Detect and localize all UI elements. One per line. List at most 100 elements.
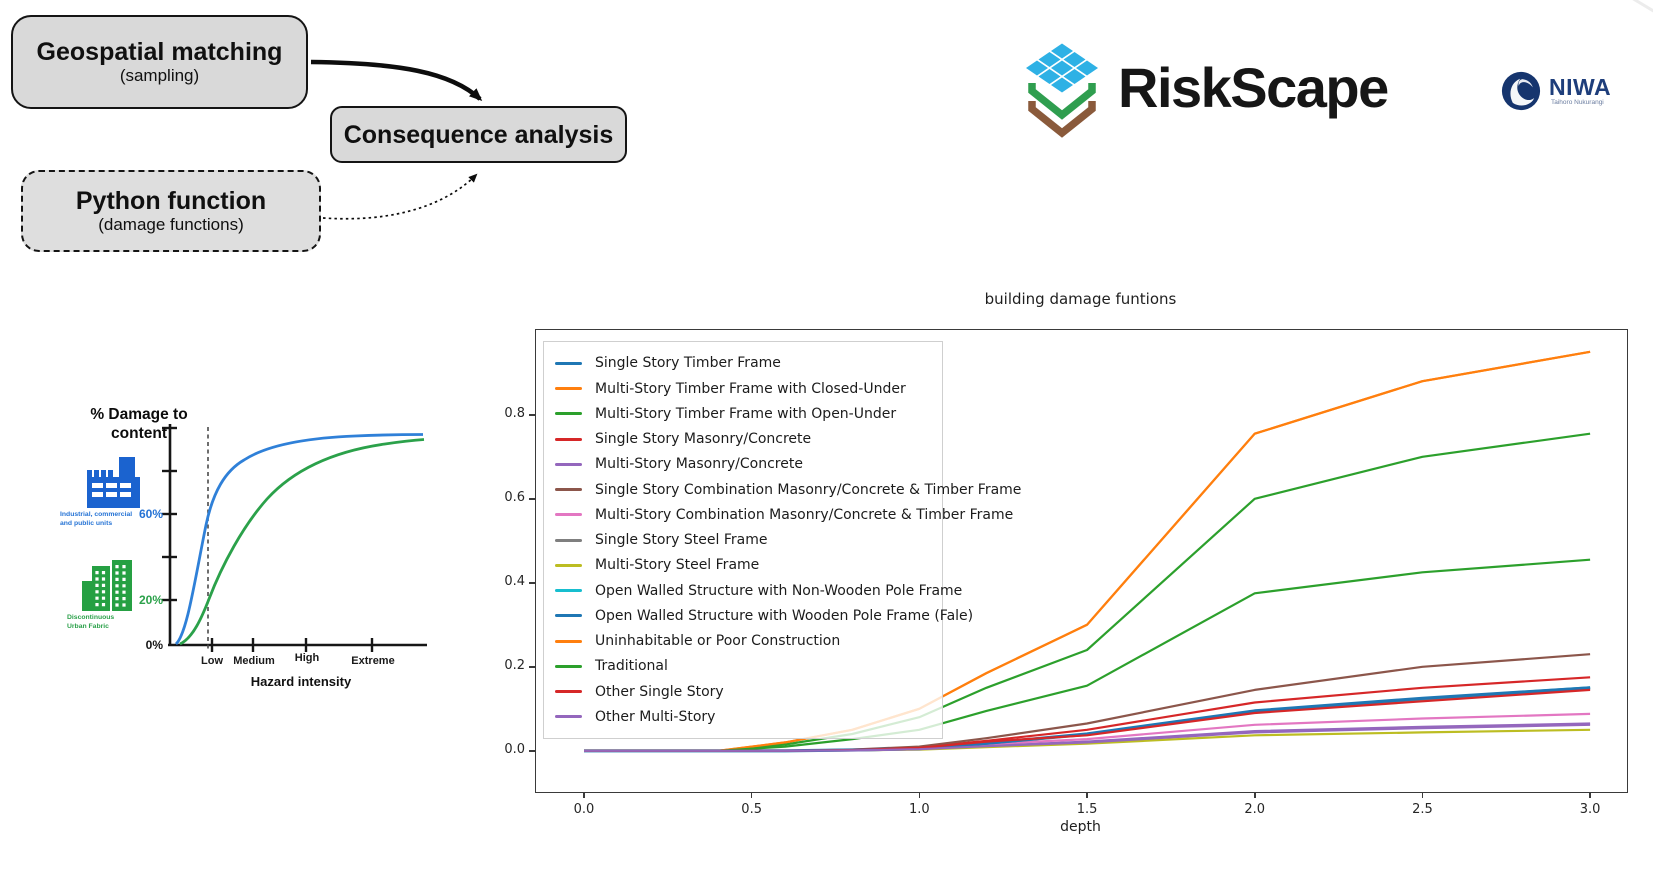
- legend-label: Open Walled Structure with Non-Wooden Po…: [595, 582, 963, 599]
- legend-label: Other Multi-Story: [595, 708, 716, 725]
- x-tick-mark: [1086, 792, 1088, 798]
- legend-item-traditional: Traditional: [555, 658, 940, 674]
- flow-box-python: Python function (damage functions): [21, 170, 321, 252]
- curve-traditional: [584, 558, 1591, 752]
- riskscape-tile: [1038, 69, 1061, 84]
- y-tick-mark: [528, 414, 535, 416]
- x-tick-mark: [1421, 792, 1424, 798]
- x-tick-label: 3.0: [1579, 802, 1601, 817]
- niwa-swirl-icon: [1501, 71, 1541, 111]
- flow-box-geospatial-title: Geospatial matching: [36, 38, 283, 66]
- flow-box-consequence-title: Consequence analysis: [343, 120, 614, 149]
- niwa-logo-subtext: Taihoro Nukurangi: [1551, 99, 1604, 106]
- industrial-label-line1: Industrial, commercial: [60, 511, 133, 518]
- x-tick-mark: [1253, 792, 1256, 798]
- x-tick-mark: [918, 792, 921, 798]
- corner-decoration: [1622, 0, 1653, 16]
- mini-chart-title-line2: content: [111, 425, 167, 442]
- mini-ylabel-0: 0%: [145, 638, 163, 652]
- riskscape-chevron: [1028, 83, 1096, 120]
- legend-item-multi-story-timber-frame-with-closed-under: Multi-Story Timber Frame with Closed-Und…: [555, 381, 940, 397]
- y-tick-mark: [528, 582, 535, 584]
- industrial-label: Industrial, commercial and public units: [60, 511, 155, 528]
- mini-ylabel-20: 20%: [138, 593, 163, 607]
- y-tick-label: 0.0: [504, 742, 525, 758]
- curve-other-multi-story: [584, 723, 1591, 752]
- curve-uninhabitable-or-poor-construction: [584, 350, 1591, 752]
- riskscape-tile: [1038, 52, 1061, 67]
- x-tick-label: 1.0: [908, 802, 930, 817]
- buildings-icon: [82, 560, 132, 611]
- y-tick-label: 0.4: [504, 574, 525, 590]
- legend-label: Multi-Story Masonry/Concrete: [595, 456, 803, 473]
- legend-swatch: [555, 387, 582, 390]
- y-tick-label: 0.2: [504, 658, 525, 674]
- flow-box-geospatial: Geospatial matching (sampling): [11, 15, 308, 109]
- legend-label: Open Walled Structure with Wooden Pole F…: [595, 607, 974, 624]
- mini-xlabel-medium: Medium: [233, 655, 275, 667]
- legend-swatch: [555, 538, 582, 542]
- legend-label: Multi-Story Timber Frame with Closed-Und…: [595, 380, 906, 397]
- legend-swatch: [555, 664, 582, 668]
- x-tick-label: 0.5: [741, 802, 762, 817]
- legend-label: Other Single Story: [595, 683, 724, 700]
- mini-chart-title-line1: % Damage to: [90, 406, 188, 423]
- chart-canvas: [584, 350, 1591, 753]
- legend-label: Single Story Masonry/Concrete: [595, 431, 812, 447]
- x-tick-label: 1.5: [1076, 802, 1098, 817]
- mini-xlabel-high: High: [294, 652, 320, 664]
- legend-swatch: [555, 589, 582, 592]
- legend-item-other-multi-story: Other Multi-Story: [555, 709, 940, 725]
- x-tick-label: 2.0: [1244, 802, 1266, 817]
- riskscape-tile: [1051, 60, 1073, 76]
- y-tick-mark: [528, 666, 535, 668]
- mini-x-axis-title: Hazard intensity: [250, 674, 352, 689]
- urban-fabric-label-line2: Urban Fabric: [67, 622, 109, 630]
- legend-label: Single Story Timber Frame: [595, 355, 781, 372]
- x-tick-mark: [750, 792, 753, 798]
- legend-swatch: [555, 488, 582, 491]
- legend-label: Traditional: [595, 658, 668, 675]
- factory-icon: [87, 457, 140, 508]
- x-tick-mark: [1589, 792, 1591, 798]
- legend-item-single-story-timber-frame: Single Story Timber Frame: [555, 355, 940, 371]
- legend-swatch: [555, 412, 582, 416]
- legend-label: Single Story Combination Masonry/Concret…: [595, 481, 1022, 498]
- riskscape-layers-icon: [1026, 43, 1098, 138]
- legend-item-open-walled-structure-with-wooden-pole-frame-fale: Open Walled Structure with Wooden Pole F…: [555, 608, 973, 624]
- legend-item-open-walled-structure-with-non-wooden-pole-frame: Open Walled Structure with Non-Wooden Po…: [555, 583, 962, 599]
- legend-swatch: [555, 614, 582, 618]
- niwa-logo-text: NIWA: [1549, 74, 1612, 100]
- legend-item-multi-story-masonry-concrete: Multi-Story Masonry/Concrete: [555, 456, 940, 472]
- flow-box-consequence: Consequence analysis: [330, 106, 627, 163]
- legend-label: Multi-Story Combination Masonry/Concrete…: [595, 506, 1014, 523]
- flow-box-python-subtitle: (damage functions): [98, 215, 244, 234]
- arrow-python-to-consequence: [322, 173, 478, 220]
- legend-item-single-story-steel-frame: Single Story Steel Frame: [555, 532, 940, 548]
- arrow-geospatial-to-consequence: [310, 59, 483, 102]
- x-tick-label: 2.5: [1412, 802, 1433, 817]
- mini-y-ticks: [162, 426, 177, 602]
- y-tick-mark: [528, 750, 535, 752]
- legend-swatch: [555, 513, 582, 517]
- mini-chart-canvas: [82, 424, 427, 652]
- mini-damage-chart: % Damage to content 60% 20% 0% Low Mediu…: [55, 375, 440, 697]
- legend-swatch: [555, 437, 582, 441]
- legend-item-single-story-combination-masonry-concrete-timber-frame: Single Story Combination Masonry/Concret…: [555, 482, 1021, 498]
- legend-item-single-story-masonry-concrete: Single Story Masonry/Concrete: [555, 431, 940, 447]
- legend-label: Single Story Steel Frame: [595, 532, 768, 548]
- mini-curve-urban: [179, 438, 425, 646]
- legend-label: Uninhabitable or Poor Construction: [595, 633, 841, 649]
- legend-swatch: [555, 715, 582, 719]
- legend-item-multi-story-timber-frame-with-open-under: Multi-Story Timber Frame with Open-Under: [555, 406, 940, 422]
- mini-chart-title: % Damage to content: [63, 405, 215, 443]
- chart-title: building damage funtions: [984, 290, 1177, 308]
- legend-item-other-single-story: Other Single Story: [555, 684, 940, 700]
- chart-legend: Single Story Timber Frame Multi-Story Tim…: [543, 341, 1021, 739]
- y-tick-label: 0.6: [504, 490, 525, 506]
- mini-curve-industrial: [174, 433, 424, 646]
- chart-x-axis-label: depth: [1060, 819, 1101, 835]
- urban-fabric-label-line1: Discontinuous: [67, 614, 115, 621]
- mini-xlabel-extreme: Extreme: [351, 655, 395, 667]
- mini-x-ticks: [210, 638, 374, 652]
